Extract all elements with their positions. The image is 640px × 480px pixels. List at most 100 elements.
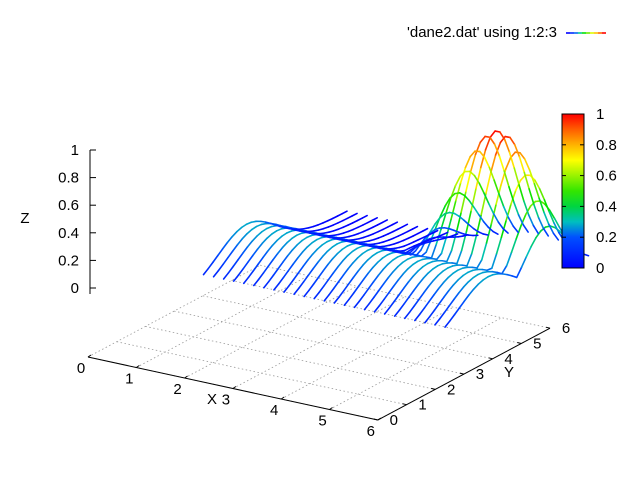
- surface-line-segment: [387, 237, 395, 241]
- surface-line-segment: [212, 254, 219, 263]
- surface-line-segment: [339, 238, 346, 241]
- surface-line-segment: [432, 238, 440, 242]
- surface-line-segment: [387, 230, 394, 235]
- surface-line-segment: [433, 302, 441, 312]
- surface-line-segment: [367, 280, 375, 290]
- y-tick-label: 3: [476, 366, 484, 383]
- surface-line-segment: [501, 264, 508, 275]
- colorbar-tick-label: 0.6: [596, 168, 617, 185]
- surface-line-segment: [382, 226, 389, 231]
- surface-line-segment: [422, 234, 429, 239]
- surface-line-segment: [222, 272, 230, 280]
- y-tick-label: 2: [447, 381, 455, 398]
- surface-line-segment: [522, 224, 529, 233]
- surface-line-segment: [491, 252, 498, 270]
- surface-line-segment: [306, 241, 314, 248]
- x-tick-label: 1: [125, 371, 133, 388]
- surface-line-segment: [448, 211, 456, 215]
- surface-line-segment: [381, 219, 389, 224]
- surface-line-segment: [328, 230, 335, 233]
- surface-line-segment: [241, 232, 248, 240]
- surface-line-segment: [341, 217, 349, 222]
- y-tick-label: 1: [418, 397, 426, 414]
- surface-line-segment: [472, 227, 480, 233]
- surface-line-segment: [366, 247, 373, 252]
- surface-line-segment: [386, 223, 394, 228]
- surface-line-segment: [412, 238, 420, 243]
- surface-line-segment: [431, 229, 439, 234]
- surface-line-segment: [318, 234, 326, 237]
- surface-line-segment: [343, 283, 350, 292]
- surface-line-segment: [332, 265, 339, 274]
- surface-line-segment: [392, 228, 399, 233]
- surface-line-segment: [465, 209, 473, 233]
- surface-line-segment: [267, 274, 275, 283]
- surface-line-segment: [403, 247, 411, 252]
- surface-line-segment: [247, 254, 254, 263]
- z-tick-label: 0.4: [58, 225, 79, 242]
- x-tick-mark: [329, 407, 333, 410]
- surface-line-segment: [408, 245, 415, 249]
- surface-line-segment: [378, 283, 385, 292]
- surface-line-segment: [486, 267, 493, 272]
- surface-line-segment: [402, 237, 410, 242]
- surface-line-segment: [304, 231, 311, 234]
- surface-line-segment: [382, 233, 390, 237]
- surface-lines: [202, 130, 590, 328]
- surface-line-segment: [430, 243, 438, 259]
- surface-line-segment: [260, 222, 267, 226]
- surface-line-segment: [502, 227, 509, 234]
- surface-line-segment: [376, 221, 384, 226]
- surface-line-segment: [316, 244, 324, 250]
- colorbar-tick-label: 0: [596, 260, 604, 277]
- surface-line-segment: [237, 252, 244, 261]
- surface-line-segment: [429, 222, 437, 233]
- surface-line-segment: [237, 267, 245, 276]
- surface-line-segment: [257, 272, 265, 281]
- surface-line-segment: [506, 273, 513, 277]
- surface-line-segment: [353, 300, 361, 309]
- surface-line-segment: [418, 291, 425, 301]
- surface-line-segment: [461, 266, 469, 269]
- surface-line-segment: [460, 190, 467, 214]
- surface-line-segment: [292, 272, 300, 281]
- surface-line-segment: [367, 266, 374, 274]
- surface-line-segment: [383, 239, 390, 243]
- surface-line-segment: [407, 263, 414, 270]
- surface-line-segment: [383, 307, 391, 315]
- grid-line-y: [116, 341, 407, 406]
- surface-line-segment: [297, 265, 304, 274]
- surface-line-segment: [466, 252, 473, 267]
- surface-line-segment: [393, 241, 400, 245]
- surface-line-segment: [439, 212, 446, 219]
- surface-line-segment: [377, 235, 385, 239]
- surface-line-segment: [359, 243, 366, 246]
- surface-line-segment: [321, 240, 328, 246]
- grid-line-x: [281, 306, 454, 400]
- surface-line-segment: [412, 232, 419, 237]
- surface-line-segment: [470, 187, 477, 212]
- surface-line-segment: [513, 167, 520, 186]
- surface-line-segment: [416, 258, 424, 263]
- surface-line-segment: [269, 222, 277, 226]
- surface-line-segment: [458, 286, 465, 294]
- surface-line-segment: [408, 241, 415, 245]
- surface-line-segment: [407, 275, 415, 283]
- surface-line-segment: [492, 273, 499, 276]
- surface-line-segment: [479, 135, 486, 144]
- surface-line-segment: [478, 213, 485, 223]
- surface-line-segment: [437, 237, 445, 241]
- surface-line-segment: [408, 289, 415, 298]
- surface-line-segment: [353, 285, 360, 294]
- surface-line-segment: [342, 224, 349, 229]
- surface-line-segment: [440, 212, 447, 231]
- surface-line-segment: [409, 247, 416, 254]
- x-axis-label: X: [207, 391, 217, 408]
- surface-line-segment: [324, 235, 331, 239]
- surface-line-segment: [326, 246, 334, 253]
- surface-line-segment: [462, 281, 470, 288]
- surface-line-segment: [417, 230, 424, 235]
- surface-line-segment: [397, 273, 405, 281]
- surface-line-segment: [231, 243, 239, 252]
- surface-line-segment: [236, 226, 243, 233]
